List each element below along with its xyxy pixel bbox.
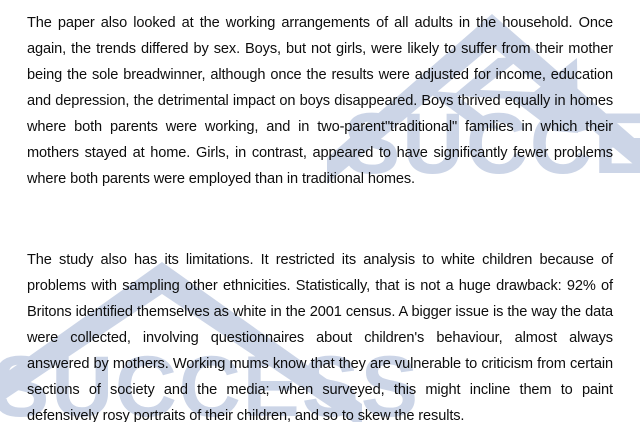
paragraph-study-limitations: The study also has its limitations. It r… xyxy=(27,252,613,422)
paragraph-working-arrangements: The paper also looked at the working arr… xyxy=(27,15,613,187)
